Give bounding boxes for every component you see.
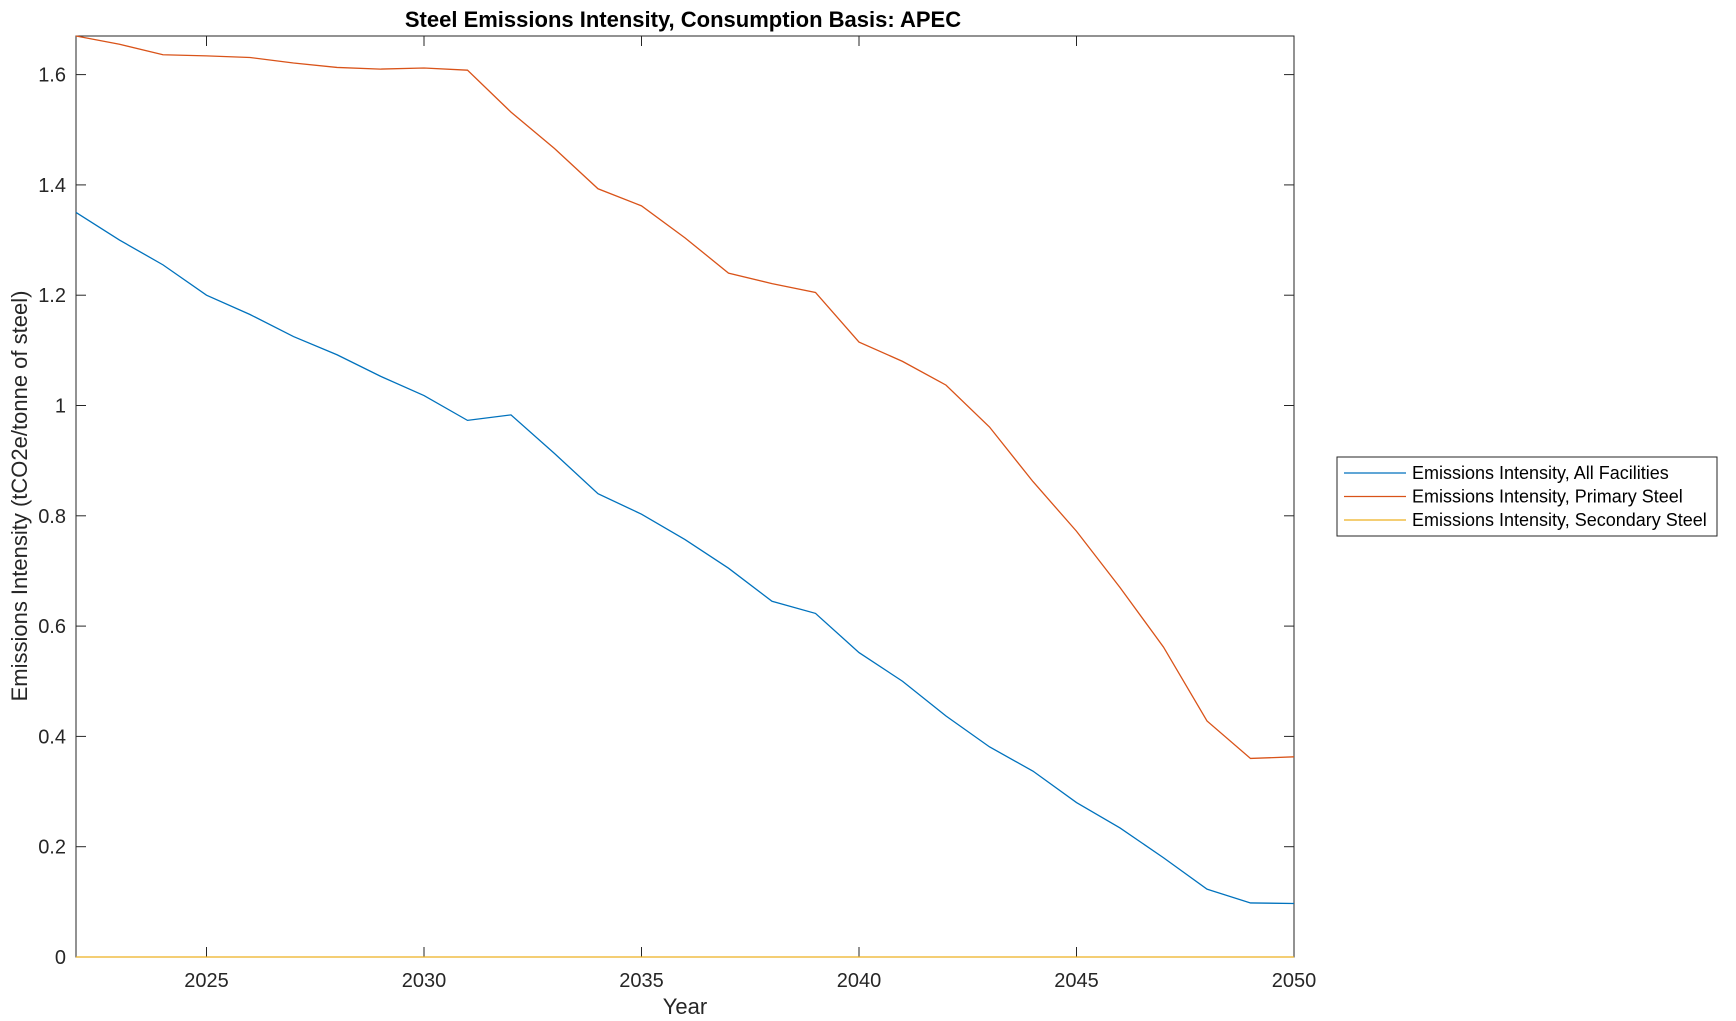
y-axis-title: Emissions Intensity (tCO2e/tonne of stee…: [7, 291, 32, 702]
y-tick-label: 1.2: [38, 285, 66, 307]
x-axis: 2025 2030 2035 2040 2045 2050: [184, 36, 1316, 992]
y-tick-label: 1.4: [38, 175, 66, 197]
chart-title: Steel Emissions Intensity, Consumption B…: [405, 7, 961, 32]
x-tick-label: 2030: [402, 970, 447, 992]
y-tick-label: 0.2: [38, 837, 66, 859]
x-tick-label: 2045: [1054, 970, 1099, 992]
plot-area: [75, 35, 1295, 958]
y-tick-label: 1: [55, 396, 66, 418]
legend: Emissions Intensity, All Facilities Emiss…: [1336, 456, 1718, 537]
legend-label: Emissions Intensity, All Facilities: [1412, 463, 1669, 483]
legend-label: Emissions Intensity, Secondary Steel: [1412, 510, 1707, 530]
y-tick-label: 0.4: [38, 726, 66, 748]
y-tick-label: 0: [55, 947, 66, 969]
legend-label: Emissions Intensity, Primary Steel: [1412, 487, 1683, 507]
series-line-2: [75, 35, 1295, 760]
x-tick-label: 2050: [1272, 970, 1317, 992]
y-tick-label: 1.6: [38, 65, 66, 87]
series-line-1: [75, 211, 1295, 905]
y-tick-label: 0.6: [38, 616, 66, 638]
y-axis: 0 0.2 0.4 0.6 0.8 1 1.2 1.4 1.6: [38, 65, 1294, 969]
x-axis-title: Year: [663, 994, 707, 1019]
x-tick-label: 2035: [619, 970, 664, 992]
x-tick-label: 2040: [837, 970, 882, 992]
y-tick-label: 0.8: [38, 506, 66, 528]
x-tick-label: 2025: [184, 970, 229, 992]
series-lines: [75, 35, 1295, 958]
